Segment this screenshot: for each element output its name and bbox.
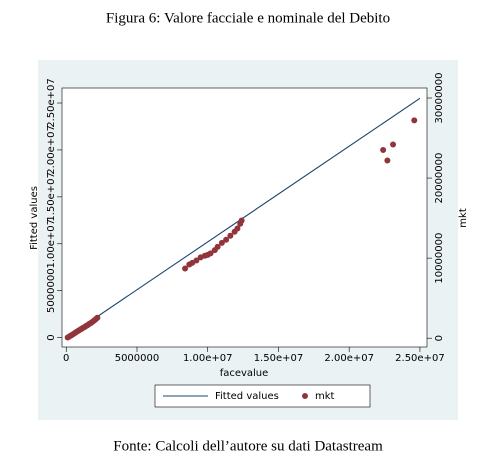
y-tick-label: 1.50e+07 [46,172,57,222]
legend-label: mkt [315,391,335,402]
point [218,239,225,246]
y2-tick-label: 0 [434,335,445,341]
legend [154,384,371,408]
point [94,314,101,321]
chart-title: Figura 6: Valore facciale e nominale del… [106,10,390,26]
y-tick-label: 1.00e+07 [46,219,57,269]
point [380,147,387,154]
x-axis-title: facevalue [220,368,269,379]
y2-tick-label: 10000000 [434,233,445,284]
point [223,236,230,243]
point [207,250,214,257]
point [227,232,234,239]
caption: Fonte: Calcoli dell’autore su dati Datas… [113,438,383,454]
point [384,157,391,164]
legend-label: Fitted values [215,391,279,402]
y-tick-label: 2.50e+07 [46,78,57,128]
x-tick-label: 1.00e+07 [183,353,233,364]
point [214,243,221,250]
y-tick-label: 0 [46,334,57,340]
point [390,141,397,148]
y-tick-label: 5000000 [46,268,57,313]
point [411,117,418,124]
y2-tick-label: 20000000 [434,153,445,204]
x-tick-label: 1.50e+07 [254,353,304,364]
x-tick-label: 2.00e+07 [324,353,374,364]
y2-tick-label: 30000000 [434,73,445,124]
y-axis-title: Fitted values [29,186,40,250]
legend-swatch [302,393,308,399]
point [238,217,245,224]
y-tick-label: 2.00e+07 [46,125,57,175]
point [182,265,189,272]
x-tick-label: 5000000 [115,353,160,364]
x-tick-label: 0 [63,353,69,364]
x-tick-label: 2.50e+07 [395,353,445,364]
y2-axis-title: mkt [458,208,469,228]
point [234,225,241,232]
point [193,257,200,264]
